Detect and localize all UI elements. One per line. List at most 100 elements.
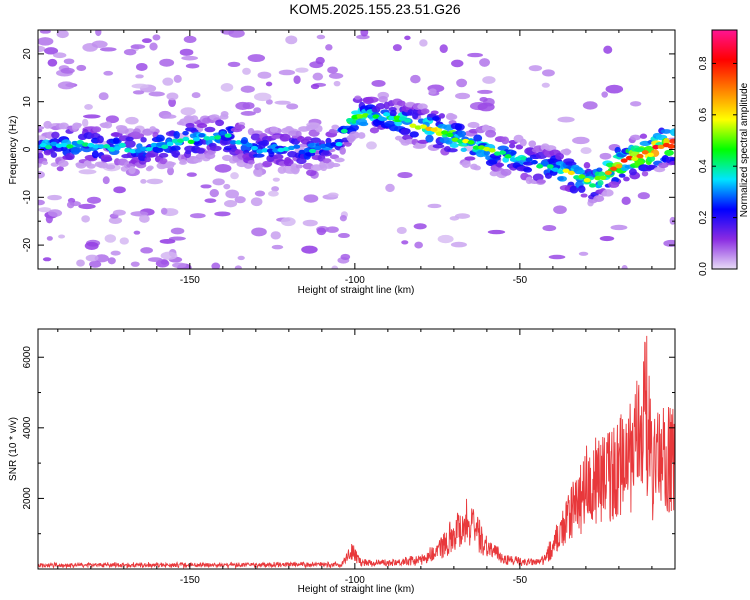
spectrogram-cell: [56, 30, 69, 39]
spectrogram-y-tick-label: -10: [22, 190, 33, 205]
spectrogram-cell: [76, 259, 85, 267]
spectrogram-cell: [141, 38, 152, 44]
spectrogram-cell: [371, 79, 386, 87]
spectrogram-cell: [477, 102, 495, 112]
spectrogram-cell: [155, 134, 165, 142]
spectrogram-cell: [652, 144, 660, 150]
snr-x-tick-label: -100: [345, 575, 365, 586]
spectrogram-cell: [601, 91, 608, 98]
spectrogram-cell: [97, 144, 105, 149]
spectrogram-cell: [450, 241, 467, 248]
spectrogram-cell: [628, 168, 637, 176]
spectrogram-cell: [278, 69, 296, 76]
spectrogram-cell: [631, 156, 639, 161]
spectrogram-cell: [454, 123, 462, 131]
spectrogram-cell: [214, 135, 222, 140]
spectrogram-cell: [224, 133, 232, 138]
snr-y-label: SNR (10 * v/v): [8, 417, 19, 481]
spectrogram-cell: [413, 223, 427, 230]
spectrogram-cell: [173, 130, 180, 139]
spectrogram-cell: [152, 34, 161, 41]
spectrogram-cell: [279, 133, 291, 142]
spectrogram-cell: [580, 193, 588, 198]
spectrogram-cell: [646, 155, 656, 162]
spectrogram-cell: [428, 88, 437, 95]
spectrogram-cell: [132, 90, 145, 95]
spectrogram-cell: [451, 137, 459, 142]
spectrogram-cell: [113, 186, 126, 194]
spectrogram-cell: [211, 262, 221, 269]
spectrogram-cell: [646, 165, 656, 171]
spectrogram-cell: [43, 120, 52, 129]
spectrogram-cell: [190, 115, 199, 122]
spectrogram-cell: [335, 142, 343, 147]
spectrogram-cell: [522, 161, 534, 166]
spectrogram-cell: [334, 157, 345, 163]
spectrogram-cell: [530, 160, 538, 165]
spectrogram-cell: [331, 265, 339, 269]
spectrogram-cell: [58, 160, 69, 167]
spectrogram-cell: [214, 211, 231, 217]
colorbar-tick-label: 0.4: [698, 159, 709, 173]
spectrogram-cell: [360, 30, 369, 37]
spectrogram-cell: [541, 82, 550, 88]
spectrogram-cell: [265, 99, 273, 105]
spectrogram-cell: [388, 115, 396, 121]
spectrogram-cell: [499, 150, 507, 155]
spectrogram-cell: [234, 196, 246, 204]
spectrogram-cell: [148, 91, 165, 97]
spectrogram-cell: [315, 56, 325, 65]
spectrogram-cell: [351, 114, 359, 120]
spectrogram-cell: [124, 148, 132, 153]
spectrogram-cell: [660, 129, 672, 134]
spectrogram-cell: [515, 156, 523, 161]
spectrogram-cell: [479, 97, 488, 102]
spectrogram-cell: [541, 161, 549, 166]
spectrogram-cell: [316, 34, 326, 40]
spectrogram-cell: [162, 77, 174, 86]
spectrogram-cell: [310, 137, 321, 144]
spectrogram-cell: [262, 160, 273, 168]
spectrogram-cell: [196, 148, 206, 155]
spectrogram-cell: [653, 166, 666, 173]
spectrogram-cell: [38, 170, 45, 179]
spectrogram-cell: [112, 209, 126, 216]
spectrogram-cell: [509, 157, 517, 162]
spectrogram-cell: [273, 154, 284, 160]
spectrogram-cell: [604, 170, 612, 176]
spectrogram-cell: [285, 35, 298, 45]
spectrogram-cell: [542, 69, 555, 77]
spectrogram-cell: [473, 134, 483, 142]
spectrogram-cell: [125, 116, 139, 125]
spectrogram-cell: [229, 143, 236, 149]
spectrogram-cell: [455, 92, 471, 100]
spectrogram-cell: [38, 199, 45, 206]
spectrogram-cell: [91, 40, 108, 48]
spectrogram-cell: [252, 153, 265, 158]
spectrogram-cell: [155, 142, 163, 147]
spectrogram-cell: [669, 138, 675, 144]
spectrogram-cell: [209, 145, 222, 152]
spectrogram-cell: [324, 142, 332, 148]
spectrogram-cell: [548, 254, 566, 260]
spectrogram-y-tick-label: 0: [22, 146, 33, 152]
spectrogram-cell: [340, 128, 348, 134]
spectrogram-cell: [215, 119, 225, 127]
spectrogram-cell: [657, 144, 665, 150]
spectrogram-cell: [377, 116, 385, 121]
spectrogram-cell: [223, 183, 231, 190]
spectrogram-cell: [312, 72, 324, 81]
spectrogram-cell: [340, 253, 351, 261]
spectrogram-cell: [359, 121, 369, 127]
spectrogram-cell: [55, 143, 63, 148]
spectrogram-cell: [330, 163, 341, 168]
snr-y-tick-label: 2000: [22, 487, 33, 510]
spectrogram-cell: [608, 181, 620, 188]
spectrogram-cell: [97, 161, 109, 169]
spectrogram-cell: [669, 160, 675, 166]
spectrogram-cell: [544, 172, 552, 179]
spectrogram-cell: [76, 64, 87, 71]
spectrogram-cell: [354, 95, 362, 100]
spectrogram-cell: [94, 254, 109, 263]
spectrogram-x-tick-label: -150: [180, 275, 200, 286]
